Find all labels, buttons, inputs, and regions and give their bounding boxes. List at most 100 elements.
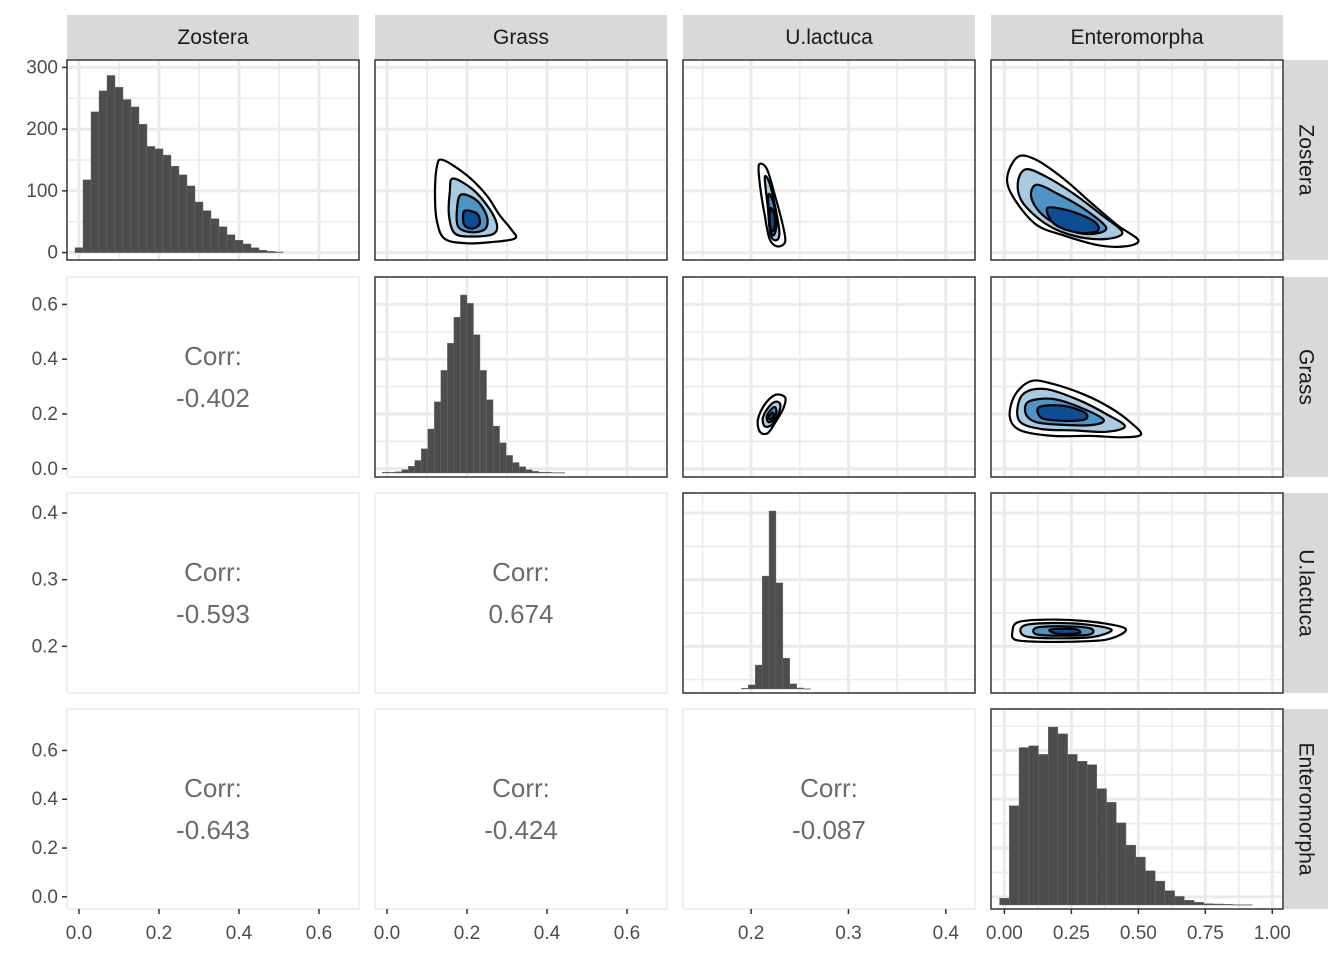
x-tick-label: 0.4 [933,923,960,944]
histogram-bar [782,657,790,690]
histogram-bar [122,99,132,253]
x-tick-label: 0.0 [374,923,400,944]
histogram-bar [1018,747,1029,906]
y-tick-label: 0.2 [32,838,58,859]
histogram-bar [1223,904,1234,906]
panel-border [374,59,668,261]
histogram-bar [525,469,533,474]
panel-border [66,708,360,910]
histogram-bar [395,471,402,474]
histogram-bar [1096,788,1107,906]
density-contours-zostera-vs-enteromorpha [1005,154,1140,248]
histogram-bar [999,897,1010,906]
panel-grass-grass [374,276,668,478]
histogram-bar [1125,844,1136,906]
correlation-label: Corr: [184,341,242,371]
row-strip-grass [1284,277,1328,477]
panel-u-lactuca-enteromorpha [990,492,1284,694]
y-tick-label: 0.3 [32,570,58,591]
density-contour-level-4 [768,206,777,233]
y-tick-label: 0.6 [32,294,58,315]
panel-border [682,492,976,694]
density-contour-level-4 [1048,627,1082,636]
histogram-bar [551,472,559,474]
histogram-zostera [74,75,284,253]
row-strip-enteromorpha [1284,709,1328,909]
panel-grass-enteromorpha [990,276,1284,478]
panel-border [66,492,360,694]
panel-u-lactuca-u-lactuca [682,492,976,694]
histogram-bar [789,683,797,690]
histogram-bar [106,75,116,253]
histogram-bar [414,460,422,474]
correlation-value: -0.643 [176,815,250,845]
column-strip-label-u-lactuca: U.lactuca [785,26,873,49]
density-contours-zostera-vs-u-lactuca [757,162,787,248]
histogram-bar [138,123,148,253]
histogram-bar [531,471,539,474]
histogram-bar [796,687,804,690]
panel-border [66,59,360,261]
correlation-value: -0.087 [792,815,866,845]
histogram-bar [1213,903,1224,906]
correlation-value: -0.402 [176,383,250,413]
panel-border [682,276,976,478]
column-strip-label-grass: Grass [493,26,549,49]
y-tick-label: 0.4 [32,789,59,810]
histogram-bar [512,462,520,474]
panel-border [990,708,1284,910]
density-contours-zostera-vs-grass [433,158,518,245]
histogram-bar [1203,903,1214,906]
correlation-value: 0.674 [488,599,553,629]
x-tick-label: 0.75 [1187,923,1224,944]
y-tick-label: 0.4 [32,503,59,524]
histogram-bar [218,226,228,253]
bottom-axes: 0.0 0.2 0.4 0.6 0.0 0.2 0.4 0.6 0.2 0.3 0.4 0.00 0.2… [66,909,1291,944]
histogram-bar [1242,904,1253,906]
correlation-label: Corr: [184,773,242,803]
histogram-bar [479,370,487,474]
histogram-bar [486,399,494,474]
panel-zostera-zostera [66,59,360,261]
panel-zostera-grass [374,59,668,261]
histogram-bar [1164,890,1175,906]
histogram-bar [242,243,252,253]
histogram-bar [768,510,777,690]
panel-u-lactuca-grass: Corr: 0.674 [374,492,668,694]
histogram-bar [1193,902,1204,906]
column-strip-u-lactuca [683,15,975,59]
left-axes: 0 100 200 300 0.0 0.2 0.4 0.6 0.2 0.3 0.4 0.0 0.2 0.4… [26,57,67,908]
histogram-bar [1106,802,1117,906]
histogram-bar [170,165,180,253]
histogram-bar [1135,856,1146,906]
panel-background [375,493,667,693]
row-strip-zostera [1284,60,1328,260]
histogram-bar [1145,870,1156,906]
histogram-bar [1067,754,1078,906]
density-contours-grass-vs-enteromorpha [1008,379,1143,439]
row-strip-label-enteromorpha: Enteromorpha [1295,742,1318,875]
y-tick-label: 0.2 [32,404,58,425]
panel-enteromorpha-grass: Corr: -0.424 [374,708,668,910]
column-strip-label-zostera: Zostera [177,26,249,49]
histogram-bar [258,249,268,253]
histogram-bar [210,218,220,253]
histogram-bar [492,425,500,474]
histogram-bar [234,240,244,253]
x-tick-label: 0.3 [835,923,861,944]
histogram-bar [274,251,284,253]
density-contour-level-4 [1036,404,1089,423]
panel-border [682,59,976,261]
row-strip-label-grass: Grass [1295,349,1318,405]
y-tick-label: 0.2 [32,636,58,657]
histogram-bar [427,428,435,474]
panel-background [683,277,975,477]
histogram-bar [382,471,389,474]
column-strip-zostera [67,15,359,59]
histogram-enteromorpha [999,726,1253,906]
histogram-bar [146,146,156,253]
panel-background [67,277,359,477]
x-tick-label: 0.4 [226,923,253,944]
histogram-bar [434,401,442,474]
